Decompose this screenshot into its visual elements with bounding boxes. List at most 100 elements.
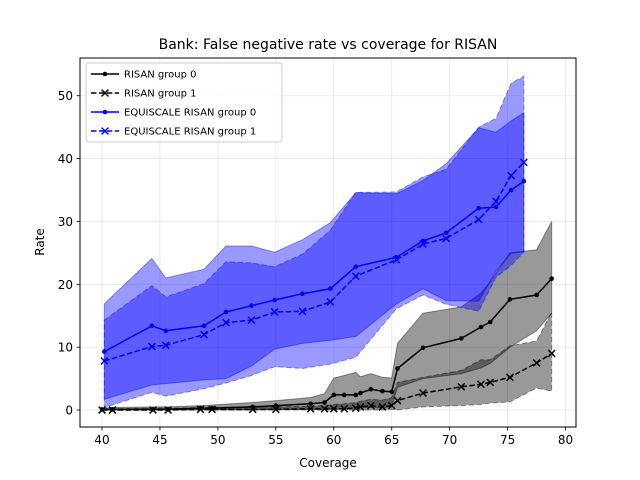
point-series-0	[549, 276, 554, 281]
point-series-1	[351, 404, 360, 413]
x-tick-label: 60	[326, 433, 341, 447]
point-series-3	[419, 240, 427, 249]
y-axis-ticks: 0 10 20 30 40 50	[58, 89, 80, 418]
x-tick-label: 50	[210, 433, 225, 447]
legend-label: EQUISCALE RISAN group 0	[124, 108, 256, 119]
point-series-2	[443, 230, 449, 236]
point-series-1	[248, 405, 257, 414]
point-series-3	[222, 318, 230, 327]
point-series-3	[507, 171, 516, 180]
y-tick-label: 50	[58, 89, 73, 103]
legend-label: EQUISCALE RISAN group 1	[124, 127, 256, 138]
point-series-1	[196, 405, 205, 414]
point-series-3	[247, 316, 256, 325]
legend-entry-2: EQUISCALE RISAN group 0	[91, 108, 256, 119]
point-series-0	[358, 390, 363, 396]
point-series-1	[108, 406, 117, 414]
point-series-0	[273, 403, 279, 408]
point-series-2	[201, 323, 207, 329]
point-series-1	[98, 406, 106, 414]
point-series-1	[378, 402, 387, 411]
point-series-2	[476, 205, 481, 211]
y-tick-label: 10	[58, 341, 73, 355]
point-series-0	[353, 392, 359, 398]
point-series-3	[298, 307, 307, 316]
point-series-0	[478, 324, 484, 330]
point-series-1	[506, 373, 514, 382]
point-series-1	[271, 405, 280, 414]
y-axis-label: Rate	[33, 228, 47, 256]
point-series-3	[200, 330, 208, 339]
point-series-2	[328, 286, 333, 292]
point-series-0	[331, 392, 337, 398]
point-series-1	[208, 405, 217, 414]
point-series-0	[395, 366, 400, 371]
legend: RISAN group 0 RISAN group 1 EQUISCALE RISA…	[85, 62, 283, 143]
line-series-3	[104, 161, 525, 362]
point-series-1	[329, 404, 338, 413]
x-tick-label: 55	[268, 433, 283, 447]
legend-entry-1: RISAN group 1	[91, 89, 197, 100]
x-axis-ticks: 40 45 50 55 60 65 70 75 80	[94, 427, 573, 447]
y-tick-label: 0	[65, 404, 73, 418]
point-series-3	[100, 357, 109, 365]
point-series-2	[272, 297, 277, 303]
point-series-3	[161, 341, 170, 350]
point-series-0	[368, 386, 374, 392]
point-series-1	[477, 380, 485, 389]
legend-label: RISAN group 0	[124, 70, 197, 81]
legend-box	[85, 62, 283, 143]
point-series-2	[521, 178, 527, 184]
legend-marker	[101, 89, 109, 97]
point-series-1	[393, 396, 402, 405]
y-tick-label: 20	[58, 278, 73, 292]
point-series-2	[300, 291, 305, 297]
x-tick-label: 40	[94, 433, 109, 447]
point-series-2	[353, 264, 359, 270]
point-series-0	[420, 345, 426, 351]
point-series-3	[492, 197, 500, 206]
x-tick-label: 65	[384, 433, 399, 447]
point-series-1	[164, 406, 173, 414]
band-series-2	[103, 111, 525, 400]
x-tick-label: 45	[152, 433, 167, 447]
point-series-3	[326, 297, 335, 306]
point-series-1	[366, 401, 375, 410]
point-series-3	[147, 342, 156, 351]
x-tick-label: 80	[558, 433, 573, 447]
point-series-0	[308, 401, 313, 407]
x-tick-label: 70	[442, 433, 457, 447]
y-tick-label: 40	[58, 152, 73, 166]
legend-marker	[101, 127, 109, 135]
point-series-0	[380, 388, 385, 394]
legend-marker	[102, 109, 108, 115]
y-tick-label: 30	[58, 215, 73, 229]
chart-title: Bank: False negative rate vs coverage fo…	[159, 37, 498, 53]
point-series-3	[351, 272, 360, 281]
point-series-1	[320, 404, 329, 413]
point-series-2	[163, 328, 169, 334]
point-series-0	[389, 389, 395, 395]
point-series-1	[149, 406, 157, 414]
band-series-3	[103, 75, 525, 409]
point-series-2	[249, 303, 254, 308]
point-series-0	[487, 319, 493, 325]
point-series-1	[356, 402, 365, 411]
plot-frame	[79, 57, 577, 428]
point-series-3	[270, 308, 279, 316]
point-series-1	[532, 358, 541, 367]
point-series-2	[149, 323, 155, 329]
band-series-1	[101, 311, 553, 411]
legend-entry-0: RISAN group 0	[91, 70, 197, 81]
point-series-1	[457, 382, 466, 391]
point-series-2	[102, 349, 107, 354]
point-series-0	[458, 336, 464, 341]
point-series-1	[306, 404, 315, 413]
confidence-bands	[101, 75, 553, 411]
point-series-3	[474, 215, 483, 224]
series-markers	[98, 158, 556, 414]
point-series-1	[486, 378, 495, 387]
point-series-2	[493, 204, 499, 210]
point-series-1	[547, 349, 556, 358]
x-tick-label: 75	[500, 433, 515, 447]
